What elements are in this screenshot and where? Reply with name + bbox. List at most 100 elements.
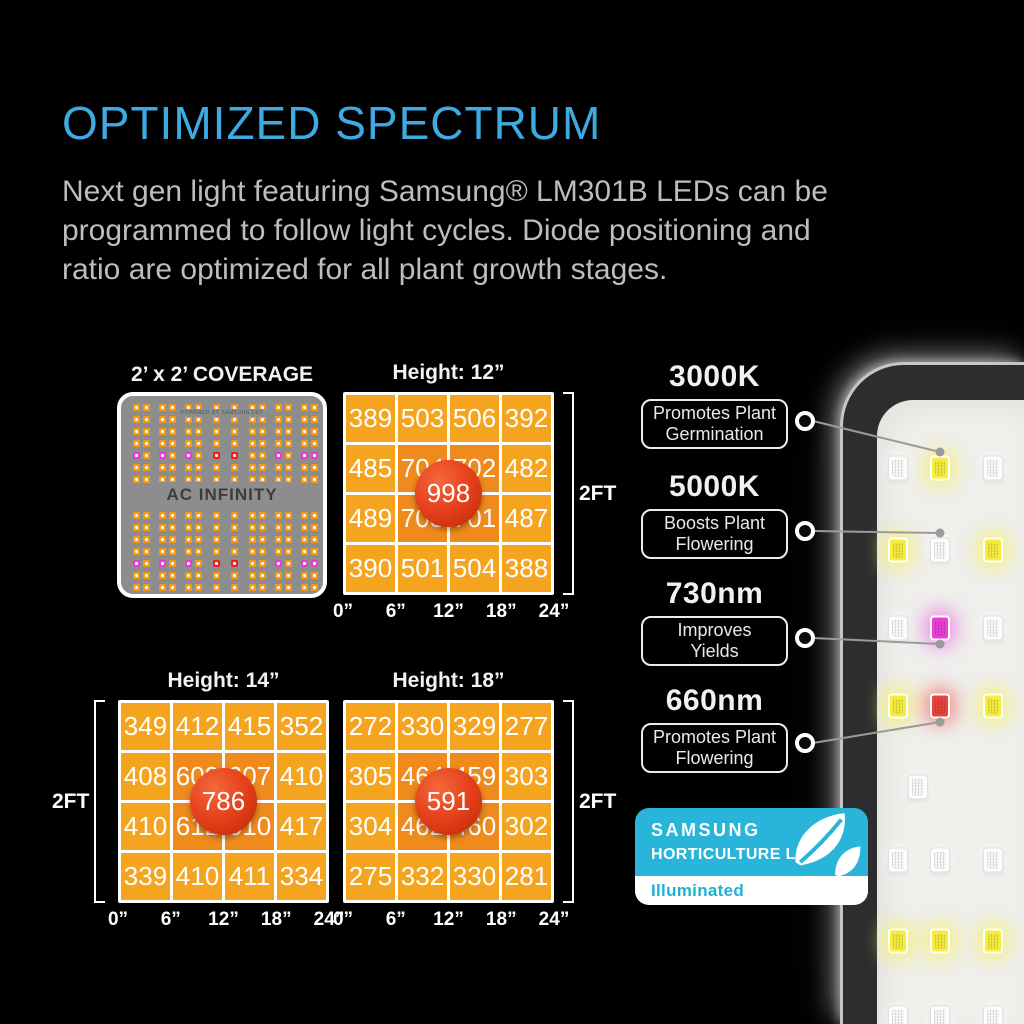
callout-line: Improves <box>677 620 752 640</box>
callout-box: Improves Yields <box>641 616 788 666</box>
led-dot <box>143 404 150 411</box>
led-dot <box>231 524 238 531</box>
led-dot-magenta <box>133 560 140 567</box>
ppfd-cell: 506 <box>450 395 499 442</box>
led-dot <box>195 440 202 447</box>
led-dot <box>285 452 292 459</box>
led-dot-red <box>231 452 238 459</box>
led-dot <box>143 560 150 567</box>
ppfd-cell: 277 <box>502 703 551 750</box>
callout-heading: 730nm <box>665 577 764 610</box>
ppfd-cell: 392 <box>502 395 551 442</box>
axis-tick: 24” <box>313 909 345 930</box>
led-dot <box>311 428 318 435</box>
dimension-bracket <box>563 700 574 903</box>
led-dot <box>249 416 256 423</box>
ppfd-cell: 334 <box>277 853 326 900</box>
led-dot <box>185 476 192 483</box>
led-dot <box>195 476 202 483</box>
led-dot <box>259 512 266 519</box>
led-dot <box>133 584 140 591</box>
led-dot <box>259 560 266 567</box>
ppfd-cell: 349 <box>121 703 170 750</box>
led-dot <box>249 440 256 447</box>
callout-line: Flowering <box>675 534 754 554</box>
led-dot-magenta <box>159 560 166 567</box>
led-dot <box>285 464 292 471</box>
callout-line: Flowering <box>675 748 754 768</box>
led-dot-magenta <box>133 452 140 459</box>
led-dot <box>143 512 150 519</box>
led-dot <box>231 584 238 591</box>
dimension-label: 2FT <box>52 790 90 813</box>
led-dot <box>301 512 308 519</box>
callout-line: Promotes Plant <box>652 403 777 423</box>
ppfd-cell: 272 <box>346 703 395 750</box>
led-dot <box>301 464 308 471</box>
callout-box: Promotes Plant Flowering <box>641 723 788 773</box>
led-chip-yellow <box>983 693 1003 719</box>
led-dot <box>231 512 238 519</box>
led-dot <box>285 524 292 531</box>
led-dot <box>249 476 256 483</box>
ppfd-cell: 412 <box>173 703 222 750</box>
led-dot <box>133 536 140 543</box>
led-dot <box>159 548 166 555</box>
led-dot <box>195 404 202 411</box>
led-dot <box>275 524 282 531</box>
axis-tick: 24” <box>538 601 570 622</box>
led-dot <box>213 524 220 531</box>
led-dot <box>213 416 220 423</box>
ppfd-cell: 329 <box>450 703 499 750</box>
led-dot <box>133 440 140 447</box>
led-dot-magenta <box>311 452 318 459</box>
led-dot <box>185 548 192 555</box>
led-dot <box>259 524 266 531</box>
led-dot <box>159 476 166 483</box>
led-dot <box>301 416 308 423</box>
led-dot <box>213 476 220 483</box>
led-dot <box>275 536 282 543</box>
ppfd-cell: 410 <box>121 803 170 850</box>
led-dot <box>301 584 308 591</box>
description-line: ratio are optimized for all plant growth… <box>62 253 668 286</box>
led-chip-white <box>888 615 908 641</box>
led-dot-magenta <box>301 452 308 459</box>
led-dot <box>275 572 282 579</box>
led-dot <box>159 464 166 471</box>
led-dot <box>159 440 166 447</box>
ppfd-cell: 485 <box>346 445 395 492</box>
ppfd-cell: 411 <box>225 853 274 900</box>
led-dot <box>259 476 266 483</box>
led-dot <box>143 464 150 471</box>
ppfd-center-value: 591 <box>415 768 482 835</box>
led-dot <box>275 440 282 447</box>
led-dot <box>159 404 166 411</box>
led-dot <box>185 416 192 423</box>
led-dot <box>159 524 166 531</box>
led-dot <box>185 428 192 435</box>
axis-tick: 0” <box>332 909 354 930</box>
led-chip-white <box>983 615 1003 641</box>
led-dot <box>231 476 238 483</box>
led-dot <box>169 536 176 543</box>
led-dot <box>159 584 166 591</box>
led-chip-white <box>908 774 928 800</box>
ppfd-cell: 487 <box>502 495 551 542</box>
led-dot-magenta <box>159 452 166 459</box>
led-dot <box>301 476 308 483</box>
led-dot <box>285 404 292 411</box>
led-board-grid <box>121 396 323 594</box>
led-dot <box>285 536 292 543</box>
led-dot <box>213 464 220 471</box>
callout-heading: 3000K <box>669 360 760 393</box>
led-dot <box>185 584 192 591</box>
led-dot <box>169 560 176 567</box>
led-dot <box>133 416 140 423</box>
led-dot <box>311 476 318 483</box>
led-dot <box>195 452 202 459</box>
led-dot <box>213 512 220 519</box>
callout-anchor-ring <box>795 733 815 753</box>
led-dot <box>275 512 282 519</box>
led-board-diagram: POWERED BY SAMSUNG LED AC INFINITY <box>117 392 327 598</box>
